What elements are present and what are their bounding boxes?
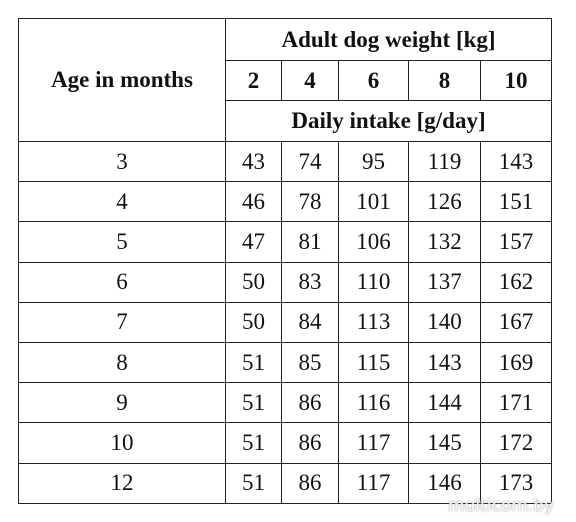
intake-cell: 86 [281, 382, 339, 424]
age-cell: 5 [18, 221, 226, 263]
intake-cell: 50 [225, 261, 282, 303]
intake-cell: 51 [225, 422, 282, 464]
intake-cell: 115 [338, 341, 409, 384]
intake-cell: 144 [408, 382, 481, 424]
weight-value: 10 [479, 60, 553, 101]
intake-cell: 84 [281, 301, 339, 343]
age-header: Age in months [18, 18, 226, 142]
intake-cell: 172 [479, 422, 553, 464]
intake-cell: 47 [225, 221, 282, 263]
intake-cell: 117 [338, 462, 409, 504]
intake-cell: 51 [225, 382, 282, 424]
weight-value: 4 [281, 60, 339, 101]
intake-cell: 151 [479, 181, 553, 223]
intake-cell: 173 [479, 462, 553, 504]
intake-cell: 143 [408, 341, 481, 384]
age-cell: 6 [18, 261, 226, 303]
weight-value: 6 [338, 60, 409, 101]
age-cell: 4 [18, 181, 226, 223]
intake-cell: 86 [281, 422, 339, 464]
intake-cell: 51 [225, 462, 282, 504]
weight-value: 8 [408, 60, 481, 101]
age-cell: 8 [18, 341, 226, 384]
intake-cell: 140 [408, 301, 481, 343]
intake-cell: 78 [281, 181, 339, 223]
age-cell: 3 [18, 140, 226, 183]
intake-cell: 46 [225, 181, 282, 223]
intake-cell: 51 [225, 341, 282, 384]
intake-cell: 169 [479, 341, 553, 384]
intake-cell: 126 [408, 181, 481, 223]
intake-cell: 81 [281, 221, 339, 263]
intake-cell: 171 [479, 382, 553, 424]
intake-cell: 119 [408, 140, 481, 183]
intake-cell: 157 [479, 221, 553, 263]
intake-cell: 146 [408, 462, 481, 504]
intake-cell: 83 [281, 261, 339, 303]
intake-cell: 74 [281, 140, 339, 183]
age-cell: 9 [18, 382, 226, 424]
intake-cell: 145 [408, 422, 481, 464]
intake-header: Daily intake [g/day] [224, 100, 553, 142]
age-cell: 7 [18, 301, 226, 343]
intake-cell: 101 [338, 181, 409, 223]
intake-cell: 43 [225, 140, 282, 183]
watermark: multicom.by [447, 496, 554, 516]
intake-cell: 143 [479, 140, 553, 183]
age-cell: 12 [18, 462, 226, 504]
weight-value: 2 [225, 60, 282, 101]
intake-cell: 50 [225, 301, 282, 343]
intake-cell: 132 [408, 221, 481, 263]
intake-cell: 86 [281, 462, 339, 504]
intake-cell: 116 [338, 382, 409, 424]
age-cell: 10 [18, 422, 226, 464]
intake-cell: 162 [479, 261, 553, 303]
intake-cell: 167 [479, 301, 553, 343]
intake-table: Age in months Adult dog weight [kg] 2 4 6 8 10… [18, 18, 553, 504]
intake-cell: 117 [338, 422, 409, 464]
intake-cell: 85 [281, 341, 339, 384]
intake-cell: 137 [408, 261, 481, 303]
weight-header: Adult dog weight [kg] [224, 18, 553, 61]
intake-cell: 110 [338, 261, 409, 303]
intake-cell: 106 [338, 221, 409, 263]
intake-cell: 95 [338, 140, 409, 183]
intake-cell: 113 [338, 301, 409, 343]
